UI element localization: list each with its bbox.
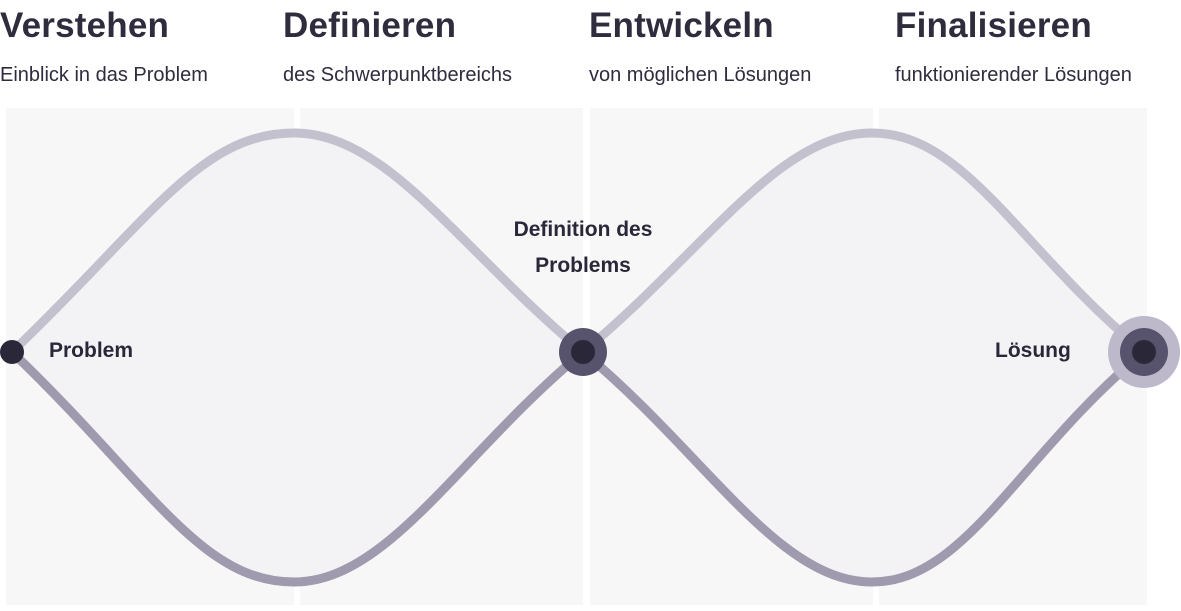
phase-title: Definieren [283, 6, 456, 46]
phase-subtitle: von möglichen Lösungen [589, 64, 811, 87]
phase-subtitle: des Schwerpunktbereichs [283, 64, 512, 87]
phase-subtitle: Einblick in das Problem [0, 64, 208, 87]
problem-label: Problem [49, 339, 133, 363]
phase-title: Finalisieren [895, 6, 1092, 46]
phase-title: Verstehen [0, 6, 169, 46]
solution-node [1108, 316, 1180, 388]
phase-title: Entwickeln [589, 6, 774, 46]
problem-node-dot [0, 340, 24, 364]
definition-label: Definition des Problems [493, 212, 673, 284]
definition-node [559, 328, 607, 376]
solution-label: Lösung [995, 339, 1071, 363]
phase-subtitle: funktionierender Lösungen [895, 64, 1132, 87]
